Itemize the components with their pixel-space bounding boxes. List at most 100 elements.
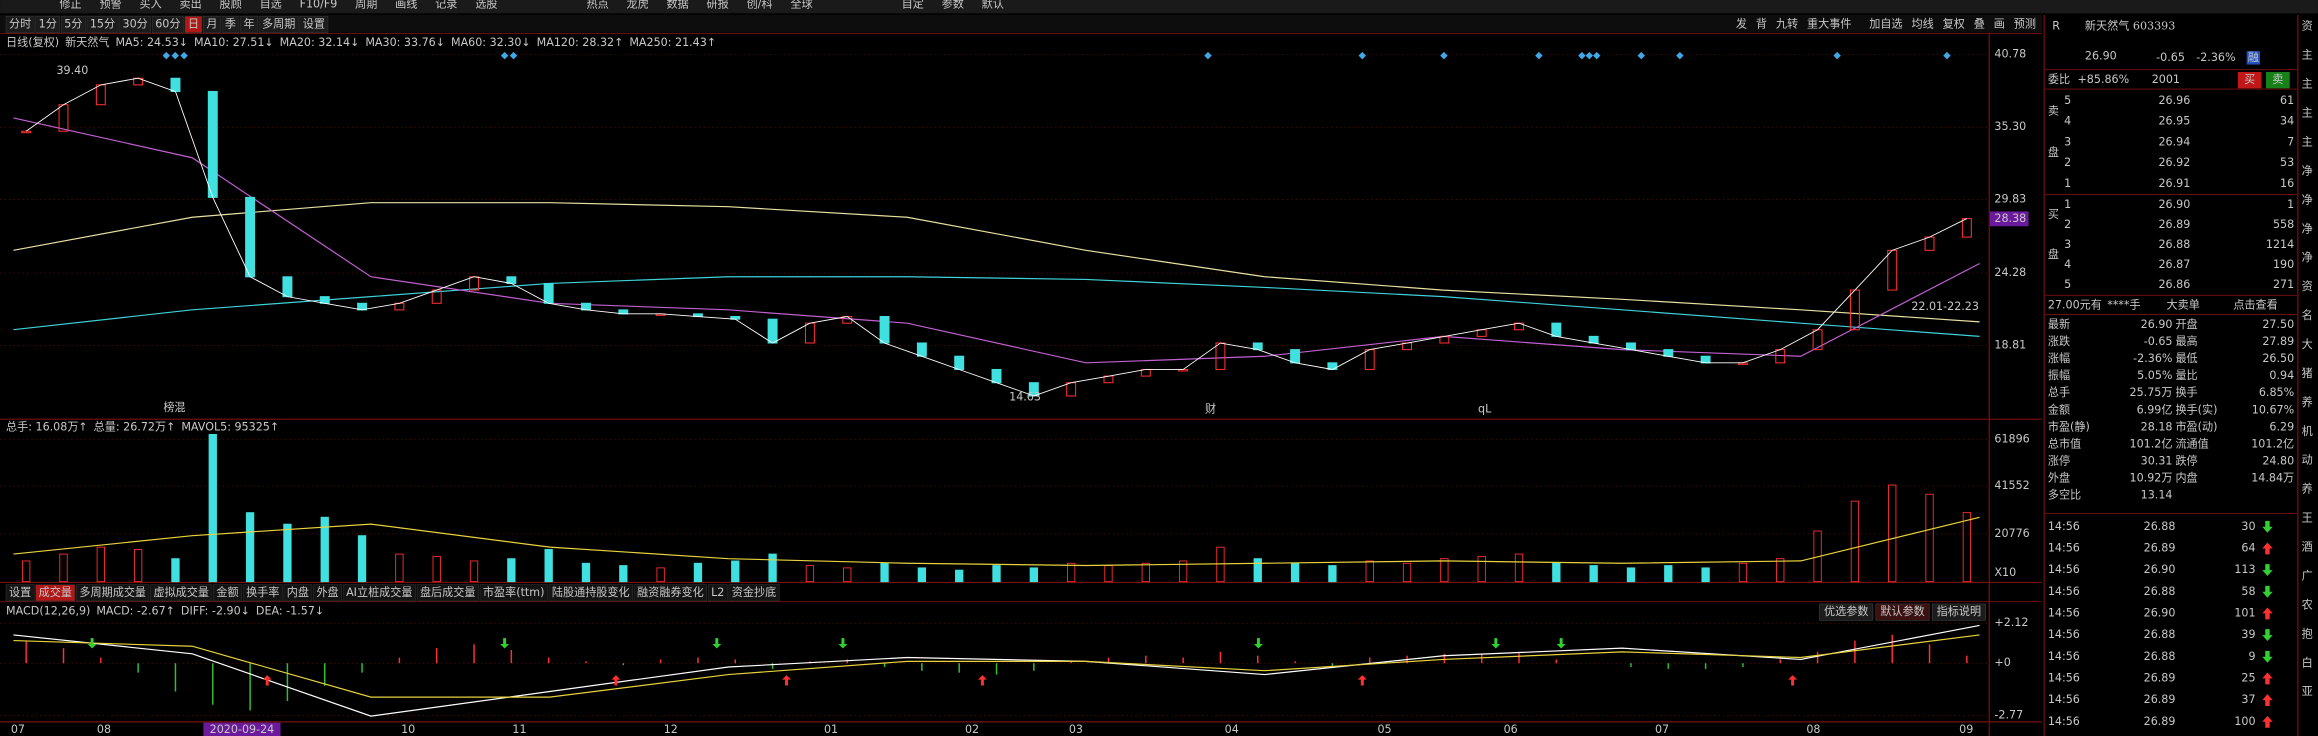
buy-button[interactable]: 买 [2244, 73, 2255, 86]
event-marker [509, 51, 518, 60]
buy-signal [611, 675, 621, 686]
menu-item[interactable]: 参数 [942, 0, 964, 10]
indicator-tab[interactable]: 虚拟成交量 [153, 585, 209, 599]
book-level: 4 [2064, 115, 2071, 128]
menu-item[interactable]: 默认 [982, 0, 1004, 10]
indicator-button-bg [1875, 603, 1930, 621]
period-tab[interactable]: 日 [188, 17, 199, 30]
period-tab[interactable]: 30分 [123, 17, 148, 30]
indicator-button[interactable]: 指标说明 [1937, 604, 1981, 618]
indicator-tab[interactable]: 资金抄底 [732, 585, 776, 599]
indicator-tab[interactable]: L2 [711, 586, 724, 599]
period-tab-bg [203, 16, 221, 33]
indicator-button[interactable]: 优选参数 [1824, 604, 1868, 618]
period-tab[interactable]: 分时 [9, 17, 31, 30]
menu-item[interactable]: 研报 [707, 0, 729, 10]
book-price: 26.91 [2158, 177, 2190, 190]
sell-button[interactable]: 卖 [2272, 73, 2283, 86]
menu-item[interactable]: 全球 [790, 0, 812, 10]
tool-button[interactable]: 复权 [1943, 16, 1965, 30]
volume-bar [1626, 567, 1636, 583]
side-strip-label: 抱 [2302, 626, 2313, 640]
ma-legend: MA10: 27.51↓ [194, 36, 274, 49]
menu-item[interactable]: 记录 [435, 0, 457, 10]
tool-button[interactable]: 均线 [1911, 16, 1933, 30]
volume-bar [1477, 555, 1486, 583]
side-strip-label: 动 [2302, 454, 2313, 467]
tool-button[interactable]: 九转 [1776, 16, 1798, 30]
x-tick-label: 08 [1806, 723, 1820, 736]
menu-item[interactable]: 选股 [475, 0, 497, 10]
period-tab[interactable]: 5分 [64, 17, 82, 30]
indicator-tab[interactable]: AI立桩成交量 [346, 585, 412, 599]
candle [282, 276, 293, 298]
indicator-tab[interactable]: 多周期成交量 [79, 585, 146, 599]
menu-item[interactable]: 数据 [667, 0, 689, 10]
tool-button[interactable]: 重大事件 [1807, 16, 1851, 30]
volume-bar [843, 567, 852, 583]
sell-signal [500, 638, 510, 649]
menu-item[interactable]: 自选 [260, 0, 282, 10]
period-tab[interactable]: 多周期 [262, 16, 295, 30]
menu-item[interactable]: 修正 [59, 0, 81, 10]
period-tab[interactable]: 15分 [90, 17, 115, 30]
candle [954, 355, 965, 370]
period-tab[interactable]: 季 [225, 17, 236, 30]
menu-item[interactable]: 预警 [99, 0, 121, 10]
menu-item[interactable]: 股顾 [220, 0, 242, 10]
tool-button[interactable]: 预测 [2014, 17, 2036, 30]
sell-signal [1253, 638, 1263, 649]
menu-item[interactable]: 龙虎 [626, 0, 648, 10]
volume-bar [507, 558, 516, 583]
menu-item[interactable]: 周期 [355, 0, 377, 10]
big-order[interactable]: 点击查看 [2233, 298, 2277, 312]
period-tab[interactable]: 月 [206, 17, 217, 30]
menu-item[interactable]: F10/F9 [300, 0, 338, 10]
indicator-tab[interactable]: 内盘 [287, 585, 309, 599]
menu-item[interactable]: 创/科 [747, 0, 773, 10]
stat-label: 外盘 [2048, 471, 2070, 485]
period-tab[interactable]: 设置 [303, 17, 325, 30]
menu-item[interactable]: 热点 [586, 0, 608, 10]
stat-label: 量比 [2175, 369, 2197, 382]
side-strip-label: 主 [2302, 78, 2313, 91]
stat-label: 内盘 [2175, 471, 2197, 485]
book-price: 26.86 [2158, 278, 2190, 291]
tool-button[interactable]: 背 [1756, 16, 1767, 30]
menu-item[interactable]: 卖出 [180, 0, 202, 10]
indicator-tab[interactable]: 设置 [9, 586, 31, 599]
indicator-tab[interactable]: 换手率 [246, 585, 279, 599]
indicator-tab-bg [283, 584, 313, 602]
indicator-tab[interactable]: 成交量 [39, 585, 72, 599]
down-arrow [2262, 520, 2273, 533]
indicator-tab[interactable]: 陆股通持股变化 [552, 585, 630, 599]
indicator-tab[interactable]: 金额 [216, 585, 238, 599]
indicator-tab[interactable]: 盘后成交量 [420, 585, 476, 599]
tool-button[interactable]: 叠 [1974, 17, 1985, 30]
indicator-tab[interactable]: 市盈率(ttm) [483, 585, 545, 599]
tool-button[interactable]: 发 [1736, 16, 1747, 30]
volume-bar [1440, 558, 1449, 583]
menu-item[interactable]: 买入 [140, 0, 162, 10]
indicator-tab[interactable]: 融资融券变化 [637, 585, 704, 599]
event-marker [171, 51, 179, 60]
menu-item[interactable]: 画线 [395, 0, 417, 10]
period-tab[interactable]: 年 [243, 16, 254, 30]
tool-button[interactable]: 画 [1994, 17, 2005, 30]
volume-bar [1888, 484, 1897, 583]
menu-item[interactable]: 自定 [902, 0, 924, 10]
tool-button[interactable]: 加自选 [1869, 17, 1902, 30]
side-strip-label: 净 [2302, 250, 2313, 264]
volume-bar [1514, 553, 1524, 583]
trade-price: 26.88 [2144, 585, 2176, 598]
period-tab[interactable]: 60分 [155, 17, 180, 30]
volume-bar [693, 562, 703, 583]
indicator-tab[interactable]: 外盘 [316, 585, 338, 599]
book-level: 5 [2064, 94, 2071, 107]
indicator-button[interactable]: 默认参数 [1880, 604, 1924, 618]
stat-label: 最新 [2048, 317, 2070, 331]
candle [879, 316, 890, 344]
period-tab[interactable]: 1分 [39, 17, 57, 30]
period-bar [0, 14, 2042, 33]
volume-bar [1925, 493, 1934, 583]
